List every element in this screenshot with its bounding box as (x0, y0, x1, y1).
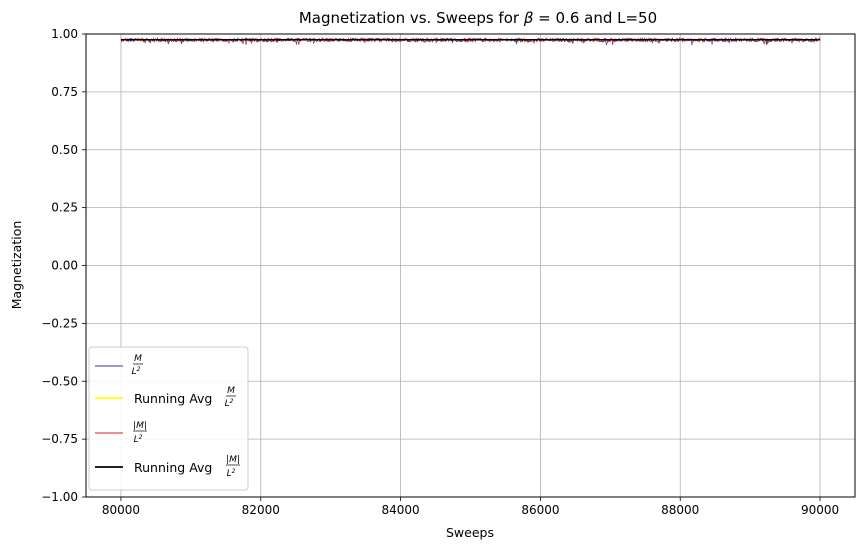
y-tick-label: 0.75 (51, 85, 78, 99)
y-tick-label: −0.50 (41, 374, 78, 388)
legend-abs-num: |M| (133, 421, 147, 431)
legend-abs-den: L2 (134, 434, 143, 445)
legend-ravg-abs-den: L2 (227, 468, 236, 479)
y-tick-label: 0.00 (51, 259, 78, 273)
legend-m-num: M (134, 354, 142, 364)
x-tick-label: 80000 (102, 503, 140, 517)
y-tick-label: −0.75 (41, 432, 78, 446)
y-tick-label: 0.25 (51, 201, 78, 215)
title-beta-symbol: β (523, 9, 534, 27)
legend-label-abs-m: |M| L2 (133, 421, 147, 445)
x-tick-label: 84000 (381, 503, 419, 517)
legend-ravg-abs-prefix: Running Avg (134, 460, 216, 475)
x-axis-label: Sweeps (446, 525, 494, 540)
title-prefix: Magnetization vs. Sweeps for (299, 9, 524, 27)
x-tick-label: 88000 (661, 503, 699, 517)
series-line-m (120, 36, 821, 46)
x-tick-label: 82000 (242, 503, 280, 517)
legend-ravg-abs-num: |M| (226, 455, 240, 465)
y-axis-label: Magnetization (9, 221, 24, 310)
legend-ravg-m-num: M (227, 386, 235, 396)
chart-title: Magnetization vs. Sweeps for β = 0.6 and… (299, 9, 657, 27)
legend-m-den: L2 (132, 366, 141, 377)
title-beta-value: = 0.6 (533, 9, 579, 27)
y-tick-label: 0.50 (51, 143, 78, 157)
grid-lines (86, 33, 855, 498)
legend-ravg-m-prefix: Running Avg (134, 391, 216, 406)
x-tick-label: 86000 (521, 503, 559, 517)
x-ticks: 80000 82000 84000 86000 88000 90000 (102, 497, 839, 517)
x-tick-label: 90000 (801, 503, 839, 517)
legend-label-ravg-abs-m: Running Avg |M| L2 (134, 455, 240, 479)
legend-ravg-m-den: L2 (225, 398, 234, 409)
series-group (120, 36, 821, 46)
y-tick-label: −1.00 (41, 490, 78, 504)
legend: M L2 Running Avg M L2 |M| L2 Running Avg… (88, 346, 249, 491)
title-suffix: and L=50 (579, 9, 657, 27)
legend-label-ravg-m: Running Avg M L2 (134, 386, 236, 409)
y-tick-label: 1.00 (51, 27, 78, 41)
y-tick-label: −0.25 (41, 316, 78, 330)
y-ticks: 1.00 0.75 0.50 0.25 0.00 −0.25 −0.50 −0.75 −1.00 (41, 27, 86, 504)
legend-label-m: M L2 (132, 354, 143, 377)
legend-box (88, 346, 249, 491)
